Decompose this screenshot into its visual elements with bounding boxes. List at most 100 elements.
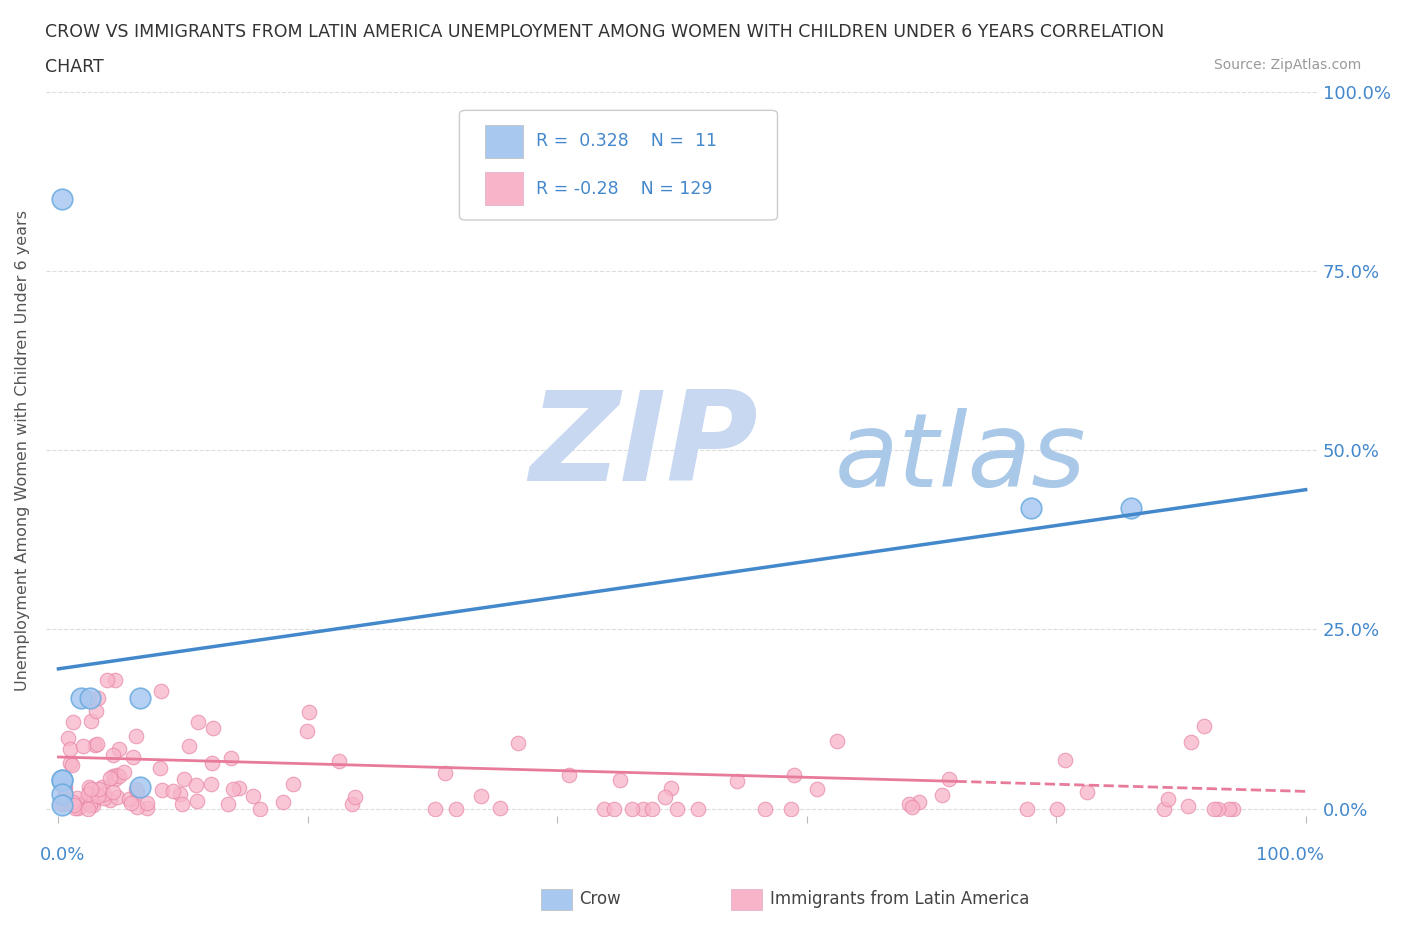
Point xyxy=(51,787,73,802)
Point xyxy=(162,783,184,798)
Point xyxy=(1076,784,1098,799)
Point xyxy=(104,772,127,787)
Point xyxy=(780,801,803,816)
Point xyxy=(66,801,89,816)
Point xyxy=(725,773,748,788)
Point xyxy=(87,690,110,705)
Point xyxy=(98,792,121,807)
Point xyxy=(90,779,112,794)
Point xyxy=(1157,791,1180,806)
Point xyxy=(96,672,118,687)
Text: Source: ZipAtlas.com: Source: ZipAtlas.com xyxy=(1213,58,1361,72)
Point xyxy=(783,768,806,783)
Point xyxy=(1206,801,1229,816)
Point xyxy=(1053,752,1076,767)
Point xyxy=(70,690,93,705)
Point xyxy=(62,794,84,809)
Point xyxy=(557,768,579,783)
FancyBboxPatch shape xyxy=(485,125,523,158)
Point xyxy=(1119,500,1142,515)
Point xyxy=(127,800,149,815)
Point xyxy=(295,724,318,738)
Point xyxy=(249,801,271,816)
Point xyxy=(63,801,86,816)
Point xyxy=(48,795,70,810)
Point xyxy=(1180,734,1202,749)
Point xyxy=(107,769,129,784)
Point xyxy=(506,736,529,751)
Point xyxy=(444,801,467,816)
Point xyxy=(620,801,643,816)
Point xyxy=(169,787,191,802)
Point xyxy=(128,779,150,794)
Point xyxy=(56,731,79,746)
Point xyxy=(666,801,689,816)
Point xyxy=(105,790,128,804)
Point xyxy=(86,737,108,751)
Point xyxy=(51,773,73,788)
Point xyxy=(77,780,100,795)
Point xyxy=(659,780,682,795)
Point xyxy=(53,785,76,800)
Point xyxy=(125,781,148,796)
Point xyxy=(1222,801,1244,816)
Point xyxy=(219,751,242,765)
Point xyxy=(489,801,512,816)
Point xyxy=(825,734,848,749)
Text: R =  0.328    N =  11: R = 0.328 N = 11 xyxy=(536,132,717,151)
Point xyxy=(150,684,173,698)
Point xyxy=(62,714,84,729)
Point xyxy=(281,777,304,792)
Point xyxy=(136,801,159,816)
Point xyxy=(1153,801,1175,816)
Point xyxy=(101,784,124,799)
Point xyxy=(609,773,631,788)
Point xyxy=(53,779,76,794)
Point xyxy=(340,797,363,812)
Text: Crow: Crow xyxy=(579,890,621,909)
Point xyxy=(170,796,193,811)
Point xyxy=(470,789,492,804)
Point xyxy=(242,789,264,804)
FancyBboxPatch shape xyxy=(485,172,523,206)
Text: R = -0.28    N = 129: R = -0.28 N = 129 xyxy=(536,179,713,198)
Point xyxy=(633,801,655,816)
Point xyxy=(1192,719,1215,734)
Point xyxy=(593,801,616,816)
Point xyxy=(77,690,100,705)
Point xyxy=(101,748,124,763)
Point xyxy=(107,741,129,756)
Point xyxy=(907,794,929,809)
Text: ZIP: ZIP xyxy=(530,386,758,507)
Text: 0.0%: 0.0% xyxy=(39,846,84,865)
Text: 100.0%: 100.0% xyxy=(1257,846,1324,865)
Point xyxy=(125,728,148,743)
Point xyxy=(901,799,924,814)
Point xyxy=(59,742,82,757)
Point xyxy=(87,781,110,796)
Point xyxy=(53,795,76,810)
Point xyxy=(93,790,115,805)
Point xyxy=(52,780,75,795)
Point xyxy=(51,798,73,813)
Point xyxy=(120,795,142,810)
Point xyxy=(187,715,209,730)
Point xyxy=(82,793,104,808)
Point xyxy=(72,739,94,754)
Point xyxy=(136,796,159,811)
Point xyxy=(686,801,709,816)
Text: CHART: CHART xyxy=(45,58,104,75)
Point xyxy=(75,794,97,809)
Point xyxy=(103,769,125,784)
Point xyxy=(228,780,250,795)
Point xyxy=(60,757,83,772)
Point xyxy=(104,672,127,687)
Point xyxy=(1177,799,1199,814)
Point xyxy=(654,790,676,804)
Point xyxy=(1202,801,1225,816)
Text: CROW VS IMMIGRANTS FROM LATIN AMERICA UNEMPLOYMENT AMONG WOMEN WITH CHILDREN UND: CROW VS IMMIGRANTS FROM LATIN AMERICA UN… xyxy=(45,23,1164,41)
Point xyxy=(931,788,953,803)
Point xyxy=(118,791,141,806)
Point xyxy=(84,704,107,719)
Point xyxy=(1015,801,1038,816)
